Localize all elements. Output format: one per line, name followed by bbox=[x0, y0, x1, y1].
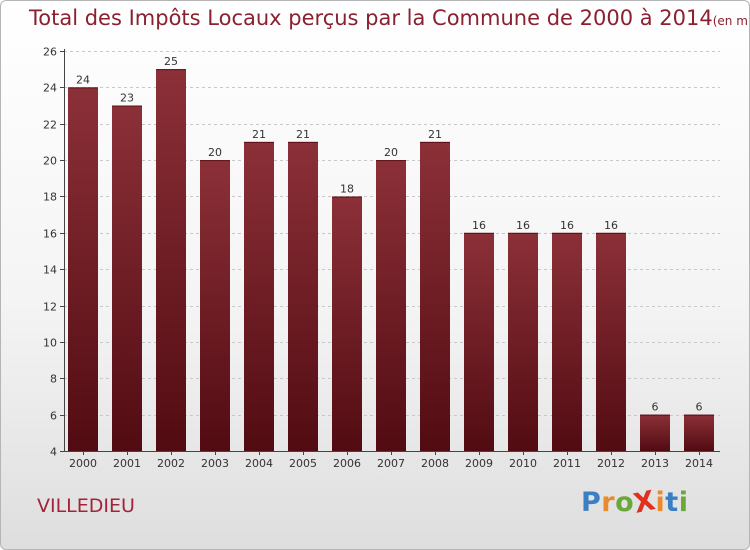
proxiti-logo: ProXiti bbox=[581, 485, 689, 520]
y-tick-label: 20 bbox=[43, 155, 57, 168]
x-tick-label: 2008 bbox=[421, 457, 449, 470]
logo-letter: i bbox=[655, 487, 666, 518]
bar-2011 bbox=[552, 232, 582, 451]
data-label: 16 bbox=[604, 219, 618, 232]
data-label: 6 bbox=[652, 401, 659, 414]
bar-2002 bbox=[156, 69, 186, 451]
x-tick-label: 2002 bbox=[157, 457, 185, 470]
chart-title-text: Total des Impôts Locaux perçus par la Co… bbox=[29, 6, 713, 30]
x-tick-label: 2004 bbox=[245, 457, 273, 470]
bar-2006 bbox=[332, 196, 362, 451]
x-tick-label: 2007 bbox=[377, 457, 405, 470]
y-tick-label: 10 bbox=[43, 337, 57, 350]
data-label: 20 bbox=[384, 146, 398, 159]
chart-title-unit: (en milliers d'€) bbox=[712, 14, 750, 28]
data-label: 21 bbox=[296, 128, 310, 141]
bar-2012 bbox=[596, 232, 626, 451]
y-tick-label: 22 bbox=[43, 119, 57, 132]
logo-letter: r bbox=[601, 487, 616, 518]
x-tick-label: 2009 bbox=[465, 457, 493, 470]
bar-2013 bbox=[640, 414, 670, 451]
data-label: 23 bbox=[120, 92, 134, 105]
x-tick-label: 2012 bbox=[597, 457, 625, 470]
data-label: 21 bbox=[252, 128, 266, 141]
data-label: 18 bbox=[340, 182, 354, 195]
data-label: 20 bbox=[208, 146, 222, 159]
commune-name: VILLEDIEU bbox=[37, 495, 135, 517]
data-label: 21 bbox=[428, 128, 442, 141]
data-label: 16 bbox=[560, 219, 574, 232]
axes: 4 6 8 10 12 14 16 18 20 22 24 26 2000 2001 2002 2003 200… bbox=[43, 46, 720, 470]
logo-letter: o bbox=[615, 487, 635, 518]
bar-2007 bbox=[376, 160, 406, 451]
y-tick-label: 14 bbox=[43, 264, 57, 277]
bar-2004 bbox=[244, 141, 274, 451]
y-tick-label: 18 bbox=[43, 191, 57, 204]
data-label: 24 bbox=[76, 73, 90, 86]
bar-2000 bbox=[68, 87, 98, 451]
bar-2008 bbox=[420, 141, 450, 451]
y-tick-label: 26 bbox=[43, 46, 57, 59]
data-label: 25 bbox=[164, 55, 178, 68]
y-tick-label: 24 bbox=[43, 82, 57, 95]
data-labels: 24 23 25 20 21 21 18 20 21 16 16 16 16 6 6 bbox=[76, 55, 703, 413]
y-tick-label: 12 bbox=[43, 301, 57, 314]
bar-2003 bbox=[200, 160, 230, 451]
x-tick-label: 2013 bbox=[641, 457, 669, 470]
chart-title: Total des Impôts Locaux perçus par la Co… bbox=[29, 6, 750, 30]
bars bbox=[68, 69, 714, 451]
bar-2009 bbox=[464, 232, 494, 451]
logo-letter: t bbox=[665, 487, 679, 518]
y-tick-label: 8 bbox=[50, 373, 57, 386]
bar-2010 bbox=[508, 232, 538, 451]
x-tick-label: 2003 bbox=[201, 457, 229, 470]
logo-letter: X bbox=[631, 485, 659, 520]
data-label: 16 bbox=[472, 219, 486, 232]
bar-2014 bbox=[684, 414, 714, 451]
x-tick-label: 2011 bbox=[553, 457, 581, 470]
data-label: 6 bbox=[696, 401, 703, 414]
x-tick-label: 2000 bbox=[69, 457, 97, 470]
x-tick-label: 2006 bbox=[333, 457, 361, 470]
x-tick-label: 2010 bbox=[509, 457, 537, 470]
x-tick-label: 2005 bbox=[289, 457, 317, 470]
x-tick-label: 2014 bbox=[685, 457, 713, 470]
bar-2001 bbox=[112, 105, 142, 451]
bar-2005 bbox=[288, 141, 318, 451]
logo-letter: P bbox=[581, 487, 602, 518]
y-tick-label: 16 bbox=[43, 228, 57, 241]
logo-letter: i bbox=[678, 487, 689, 518]
x-tick-label: 2001 bbox=[113, 457, 141, 470]
y-tick-label: 6 bbox=[50, 410, 57, 423]
data-label: 16 bbox=[516, 219, 530, 232]
y-tick-label: 4 bbox=[50, 446, 57, 459]
